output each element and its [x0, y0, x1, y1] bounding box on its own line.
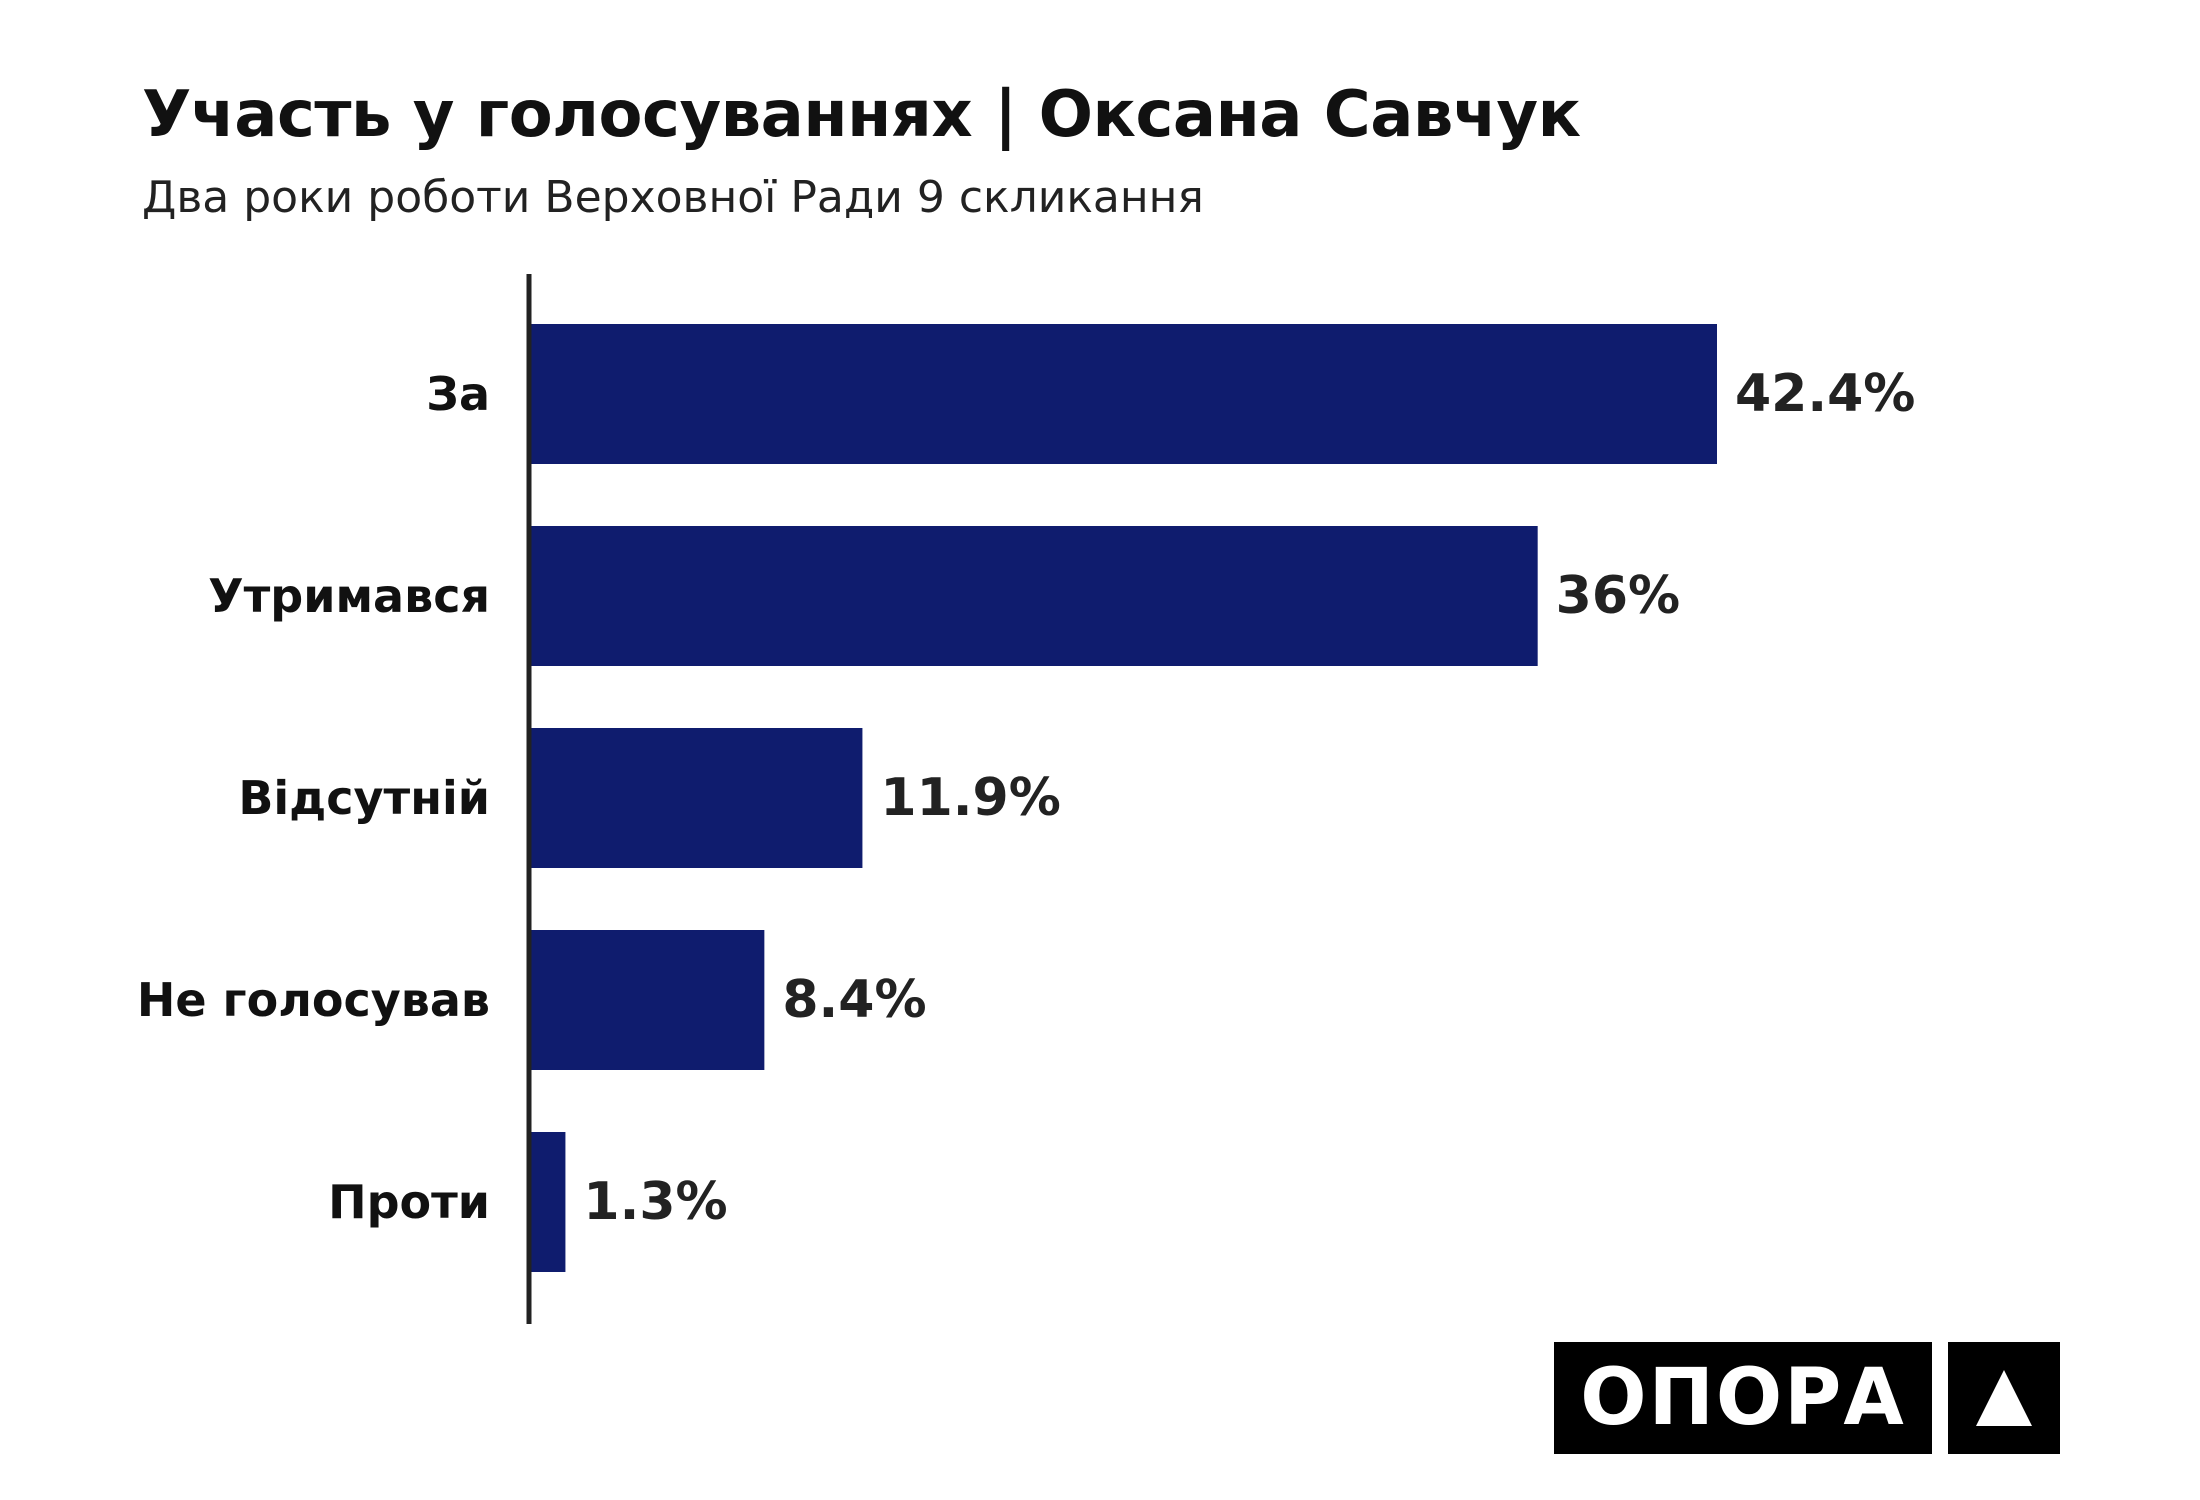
- category-label: За: [426, 367, 490, 421]
- value-label: 8.4%: [782, 970, 926, 1030]
- bar-відсутній: [529, 728, 863, 868]
- category-label: Утримався: [208, 569, 490, 623]
- triangle-icon: [1948, 1342, 2060, 1454]
- category-label: Відсутній: [238, 771, 490, 825]
- opora-logo: ОПОРА: [1554, 1342, 1932, 1454]
- bar-проти: [529, 1132, 566, 1272]
- chart-title: Участь у голосуваннях | Оксана Савчук: [142, 78, 1581, 152]
- value-label: 11.9%: [880, 768, 1060, 828]
- bar-утримався: [529, 526, 1538, 666]
- category-label: Проти: [328, 1175, 490, 1229]
- chart-subtitle: Два роки роботи Верховної Ради 9 скликан…: [142, 172, 1204, 223]
- value-label: 1.3%: [583, 1172, 727, 1232]
- value-label: 42.4%: [1735, 364, 1915, 424]
- logo-text: ОПОРА: [1580, 1353, 1906, 1443]
- value-label: 36%: [1556, 566, 1680, 626]
- category-label: Не голосував: [137, 973, 490, 1027]
- bar-не-голосував: [529, 930, 765, 1070]
- bar-за: [529, 324, 1717, 464]
